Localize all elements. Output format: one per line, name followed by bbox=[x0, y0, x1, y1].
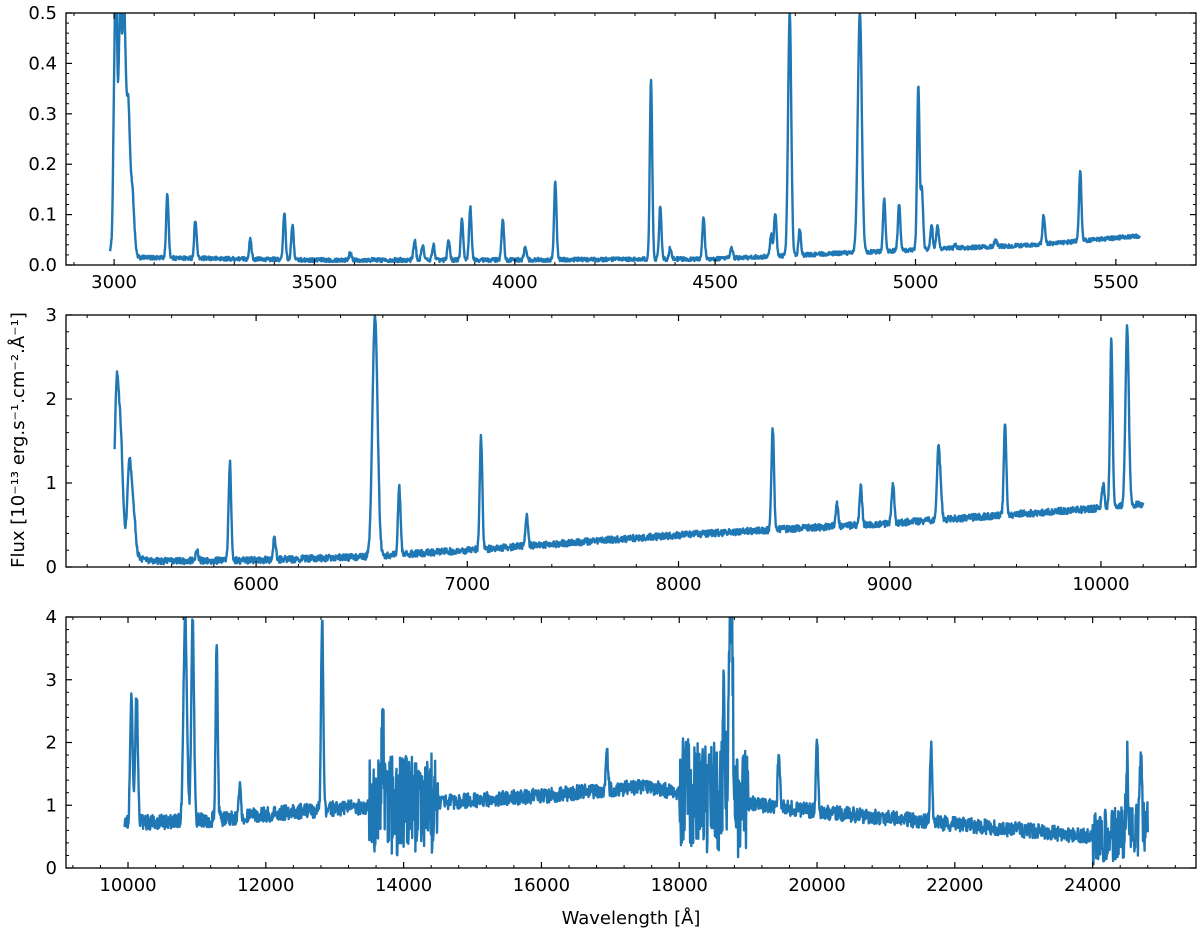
y-tick-label-uvb: 0.5 bbox=[28, 3, 57, 24]
axes-frame-vis bbox=[65, 314, 1197, 568]
x-axis-label: Wavelength [Å] bbox=[562, 907, 701, 929]
y-tick-label-vis: 1 bbox=[46, 473, 57, 494]
y-tick-label-nir: 2 bbox=[46, 733, 57, 754]
x-tick-label-uvb: 4500 bbox=[692, 272, 738, 293]
x-tick-label-nir: 22000 bbox=[926, 875, 983, 896]
spectrum-line-nir bbox=[123, 617, 1149, 866]
y-tick-label-uvb: 0.3 bbox=[28, 104, 57, 125]
y-tick-label-vis: 0 bbox=[46, 557, 57, 578]
y-tick-label-uvb: 0.4 bbox=[28, 53, 57, 74]
y-tick-label-nir: 0 bbox=[46, 858, 57, 879]
y-tick-label-nir: 4 bbox=[46, 607, 57, 628]
panel-vis: 6000 7000 8000 9000 10000 0 1 2 3 bbox=[46, 305, 1197, 595]
x-tick-label-uvb: 5000 bbox=[893, 272, 939, 293]
x-tick-label-vis: 7000 bbox=[444, 574, 490, 595]
x-tick-label-nir: 10000 bbox=[99, 875, 156, 896]
x-tick-label-vis: 6000 bbox=[233, 574, 279, 595]
y-tick-label-vis: 2 bbox=[46, 389, 57, 410]
x-tick-label-vis: 8000 bbox=[656, 574, 702, 595]
y-tick-label-nir: 3 bbox=[46, 670, 57, 691]
x-tick-label-nir: 20000 bbox=[788, 875, 845, 896]
y-tick-label-uvb: 0.2 bbox=[28, 154, 57, 175]
x-tick-label-vis: 9000 bbox=[867, 574, 913, 595]
panel-uvb: 3000 3500 4000 4500 5000 5500 0.0 0.1 0.2 0.3 0.4 0… bbox=[28, 3, 1197, 293]
y-tick-label-vis: 3 bbox=[46, 305, 57, 326]
x-tick-label-uvb: 4000 bbox=[492, 272, 538, 293]
spectrum-line-uvb bbox=[108, 13, 1141, 264]
x-tick-label-uvb: 3500 bbox=[292, 272, 338, 293]
y-tick-label-nir: 1 bbox=[46, 795, 57, 816]
x-tick-label-uvb: 3000 bbox=[91, 272, 137, 293]
spectrum-line-vis bbox=[113, 315, 1145, 566]
x-tick-label-vis: 10000 bbox=[1072, 574, 1129, 595]
x-tick-label-nir: 24000 bbox=[1064, 875, 1121, 896]
panel-nir: 10000 12000 14000 16000 18000 20000 22000 24000… bbox=[46, 607, 1197, 896]
y-tick-label-uvb: 0.1 bbox=[28, 205, 57, 226]
y-tick-label-uvb: 0.0 bbox=[28, 255, 57, 276]
x-tick-label-nir: 14000 bbox=[375, 875, 432, 896]
x-tick-label-nir: 16000 bbox=[513, 875, 570, 896]
x-tick-label-uvb: 5500 bbox=[1093, 272, 1139, 293]
x-tick-label-nir: 18000 bbox=[651, 875, 708, 896]
y-axis-label: Flux [10⁻¹³ erg.s⁻¹.cm⁻².Å⁻¹] bbox=[7, 312, 29, 568]
axes-frame-uvb bbox=[65, 12, 1197, 266]
x-tick-label-nir: 12000 bbox=[237, 875, 294, 896]
